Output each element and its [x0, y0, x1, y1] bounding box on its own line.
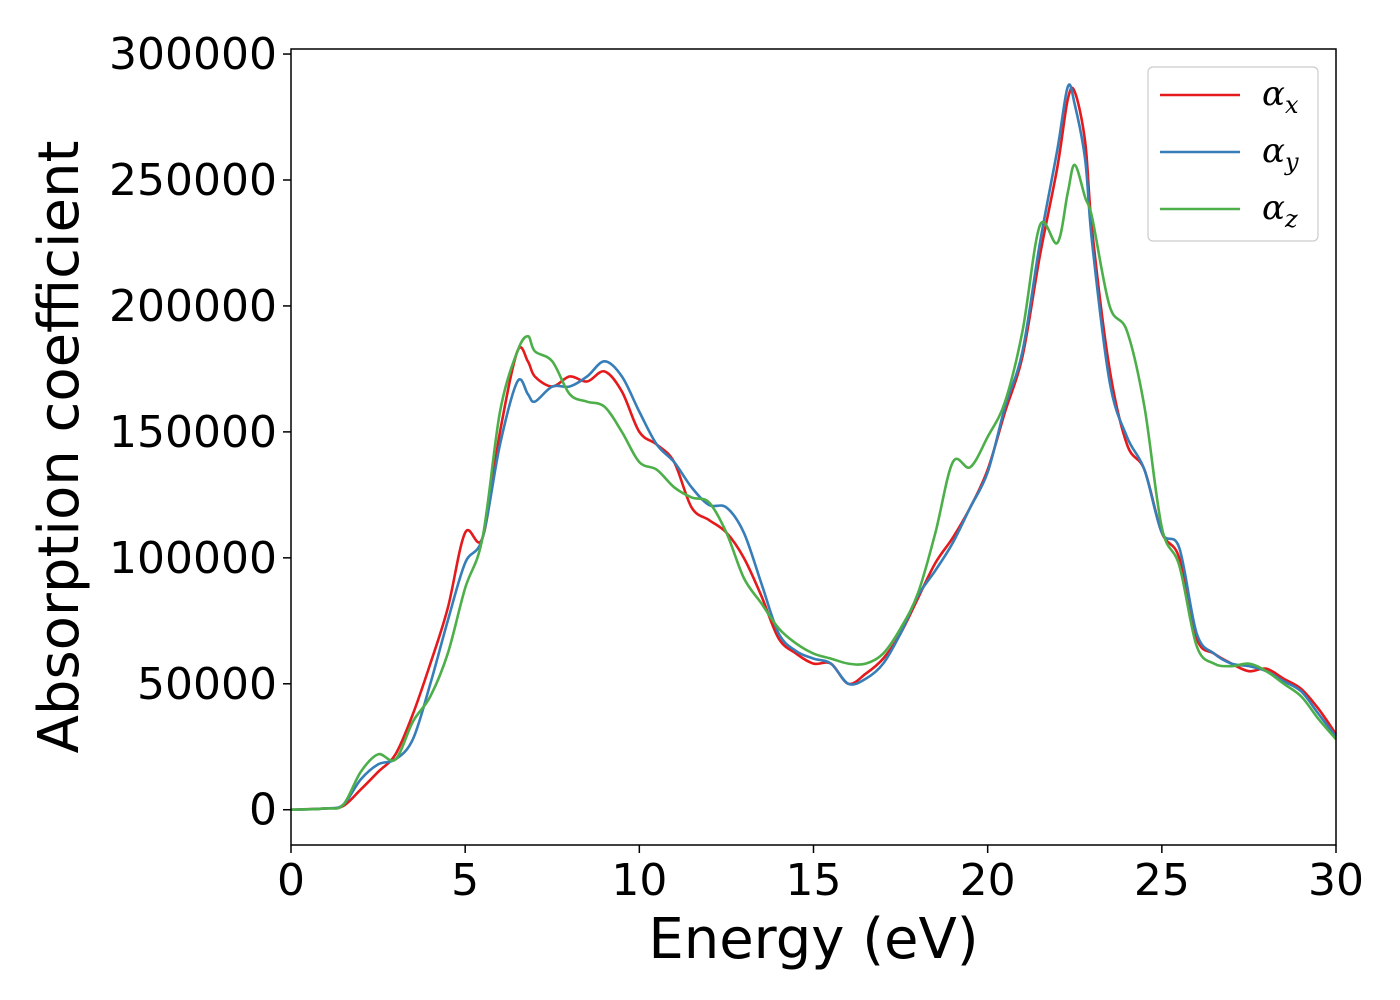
y-tick-label: 300000: [109, 29, 277, 80]
x-tick-label: 0: [277, 855, 305, 906]
y-tick-label: 250000: [109, 155, 277, 206]
legend-label-z: αz: [1262, 188, 1298, 233]
x-tick-label: 20: [960, 855, 1016, 906]
legend-label-subscript: y: [1284, 148, 1299, 176]
legend-label-subscript: x: [1285, 91, 1299, 119]
series-line-alpha-z: [290, 163, 1337, 812]
y-tick-label: 150000: [109, 407, 277, 458]
y-axis-label: Absorption coefficient: [27, 141, 92, 754]
y-tick-label: 0: [249, 785, 277, 836]
legend-box: [1147, 66, 1319, 242]
y-tick-label: 100000: [109, 533, 277, 584]
legend-label-subscript: z: [1284, 205, 1298, 233]
legend-label-x: αx: [1262, 74, 1299, 119]
series-line-alpha-y: [290, 83, 1338, 812]
x-tick-label: 15: [786, 855, 842, 906]
y-axis-ticks: 0 50000 100000 150000 200000 250000 300000: [109, 29, 291, 836]
x-tick-label: 5: [451, 855, 479, 906]
legend-label-symbol: α: [1262, 74, 1285, 114]
x-tick-label: 25: [1134, 855, 1190, 906]
legend-label-symbol: α: [1262, 188, 1285, 228]
y-tick-label: 50000: [137, 659, 277, 710]
x-axis-label: Energy (eV): [648, 907, 978, 972]
series-layer: [290, 83, 1338, 812]
legend-label-y: αy: [1262, 131, 1299, 176]
x-tick-label: 30: [1308, 855, 1364, 906]
legend-label-symbol: α: [1262, 131, 1285, 171]
x-tick-label: 10: [611, 855, 667, 906]
y-tick-label: 200000: [109, 281, 277, 332]
x-axis-ticks: 0 5 10 15 20 25 30: [277, 845, 1364, 906]
